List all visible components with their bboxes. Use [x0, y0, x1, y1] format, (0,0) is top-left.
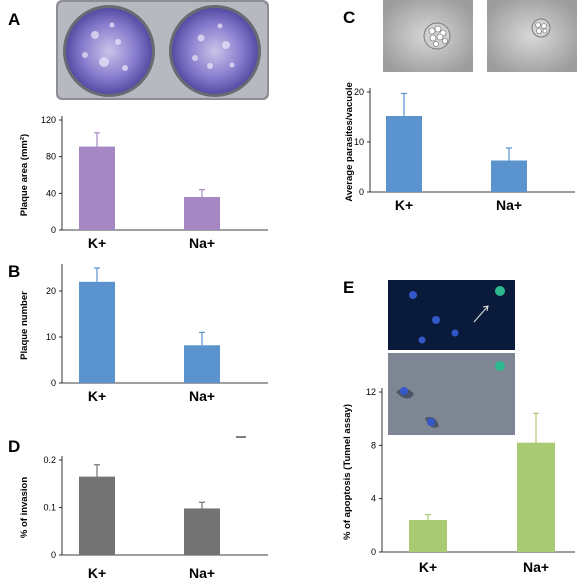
y-tick-label: 20	[354, 87, 364, 97]
chart-b-plaque-number: 0 10 20 K+ Na+ Plaque number	[19, 264, 268, 404]
y-axis-title: % of apoptosis (Tunnel assay)	[342, 404, 353, 540]
y-axis-title: Average parasites/vacuole	[344, 82, 355, 202]
y-tick-label: 0	[371, 547, 376, 557]
chart-d-invasion: 0 0.1 0.2 K+ Na+ % of invasion	[19, 455, 268, 580]
category-label: K+	[88, 565, 106, 580]
y-tick-label: 20	[46, 286, 56, 296]
y-tick-label: 10	[354, 137, 364, 147]
y-tick-label: 8	[371, 440, 376, 450]
y-tick-label: 80	[46, 152, 56, 162]
category-label: Na+	[523, 559, 549, 575]
y-tick-label: 0	[51, 378, 56, 388]
panel-letter-b: B	[8, 262, 20, 281]
y-tick-label: 0.2	[43, 455, 56, 465]
chart-c-parasites-per-vacuole: 0 10 20 K+ Na+ Average parasites/vacuole	[344, 82, 575, 213]
y-tick-label: 120	[41, 115, 56, 125]
bar	[79, 281, 115, 383]
y-axis-title: % of invasion	[19, 477, 30, 538]
category-label: K+	[395, 197, 413, 213]
y-tick-label: 0	[51, 550, 56, 560]
vacuole-images	[383, 0, 577, 72]
category-label: K+	[88, 235, 106, 251]
chart-e-apoptosis: 0 4 8 12 K+ Na+ % of apoptosis (Tunnel assay)	[342, 387, 575, 575]
y-tick-label: 4	[371, 494, 376, 504]
bar	[409, 520, 447, 552]
category-label: Na+	[189, 565, 215, 580]
bar	[79, 146, 115, 230]
panel-letter-c: C	[343, 8, 355, 27]
y-tick-label: 0	[51, 225, 56, 235]
plaque-wells-image	[56, 0, 269, 100]
category-label: Na+	[189, 235, 215, 251]
bar	[517, 442, 555, 552]
panel-letter-d: D	[8, 437, 20, 456]
y-tick-label: 0	[359, 187, 364, 197]
bar	[79, 476, 115, 555]
bar	[184, 345, 220, 383]
panel-letter-e: E	[343, 278, 354, 297]
y-tick-label: 12	[366, 387, 376, 397]
y-tick-label: 40	[46, 188, 56, 198]
bar	[386, 116, 422, 192]
apoptosis-images	[388, 280, 515, 435]
y-tick-label: 0.1	[43, 503, 56, 513]
category-label: K+	[88, 388, 106, 404]
y-axis-title: Plaque number	[19, 291, 30, 360]
chart-a-plaque-area: 0 40 80 120 K+ Na+ Plaque area (mm²)	[19, 115, 268, 251]
category-label: Na+	[496, 197, 522, 213]
y-axis-title: Plaque area (mm²)	[19, 134, 30, 216]
bar	[184, 508, 220, 555]
category-label: Na+	[189, 388, 215, 404]
category-label: K+	[419, 559, 437, 575]
bar	[184, 197, 220, 230]
y-tick-label: 10	[46, 332, 56, 342]
bar	[491, 160, 527, 192]
panel-letter-a: A	[8, 10, 20, 29]
